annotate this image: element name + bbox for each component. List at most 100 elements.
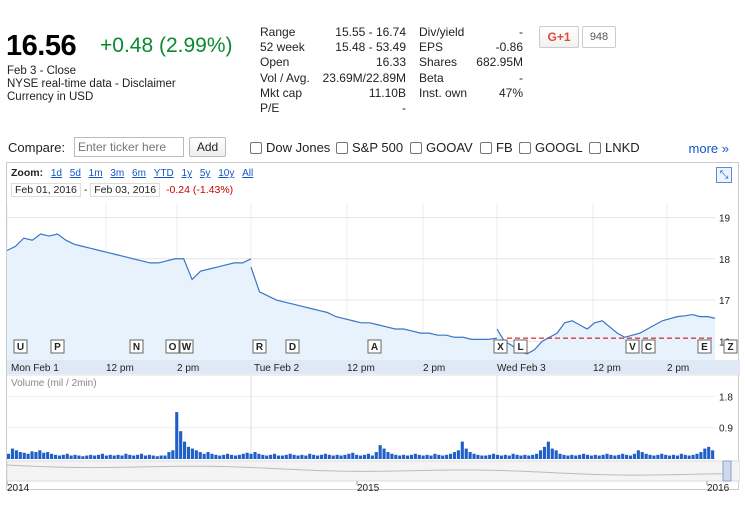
event-marker [129, 339, 144, 354]
volume-bar [128, 454, 132, 459]
volume-bar [42, 452, 46, 459]
compare-checkbox-dow-jones[interactable]: Dow Jones [250, 140, 330, 155]
volume-bar [660, 453, 664, 459]
volume-bar [605, 453, 609, 459]
event-marker-label: D [289, 342, 296, 353]
more-tickers-link[interactable]: more » [688, 141, 729, 156]
volume-bar [640, 452, 644, 459]
volume-bar [546, 441, 550, 459]
date-range: Feb 01, 2016 - Feb 03, 2016 -0.24 (-1.43… [11, 183, 233, 197]
volume-bar [57, 455, 61, 459]
zoom-ytd[interactable]: YTD [153, 168, 174, 179]
volume-bar [472, 453, 476, 459]
volume-bar [405, 455, 410, 459]
volume-bar [538, 450, 543, 459]
price-line [7, 233, 252, 281]
volume-bar [159, 455, 163, 459]
zoom-1y[interactable]: 1y [181, 168, 193, 179]
zoom-1d[interactable]: 1d [50, 168, 62, 179]
volume-bar [335, 454, 339, 459]
volume-bar [53, 454, 58, 459]
checkbox-icon[interactable] [480, 141, 492, 154]
event-marker [367, 339, 382, 354]
volume-bar [589, 455, 593, 459]
checkbox-icon[interactable] [589, 141, 601, 154]
zoom-all[interactable]: All [242, 168, 254, 179]
navigator-tick-label: 2016 [707, 483, 730, 491]
volume-bar [89, 454, 93, 459]
data-source[interactable]: NYSE real-time data - Disclaimer [7, 78, 176, 90]
volume-bar [136, 454, 140, 459]
volume-bar [644, 453, 648, 459]
volume-bar [433, 453, 437, 459]
volume-bar [124, 453, 128, 459]
volume-bar [323, 453, 327, 459]
volume-bar [394, 454, 398, 459]
volume-bar [527, 455, 531, 459]
volume-bar [245, 452, 249, 459]
checkbox-icon[interactable] [519, 141, 531, 154]
stat-row: Range 15.55 - 16.74 [260, 25, 406, 39]
volume-bar [202, 453, 206, 459]
compare-checkbox-googl[interactable]: GOOGL [519, 140, 583, 155]
volume-bar [38, 450, 42, 459]
volume-bar [10, 448, 15, 459]
checkbox-icon[interactable] [250, 141, 262, 154]
stock-chart[interactable]: 16171819UPNOWRDAXLVCEZMon Feb 112 pm2 pm… [6, 162, 740, 491]
volume-bar [488, 454, 492, 459]
volume-bar [515, 454, 519, 459]
volume-bar [574, 455, 578, 459]
zoom-1m[interactable]: 1m [88, 168, 103, 179]
google-plus-button[interactable]: G+1 [539, 26, 579, 48]
volume-bar [409, 454, 414, 459]
zoom-6m[interactable]: 6m [132, 168, 146, 179]
navigator-handle [722, 460, 732, 482]
volume-bar [382, 448, 386, 459]
compare-checkbox-sp500[interactable]: S&P 500 [336, 140, 403, 155]
navigator-line [7, 464, 728, 476]
compare-checkbox-fb[interactable]: FB [480, 140, 513, 155]
volume-bar [198, 452, 202, 459]
stat-row: Inst. own 47% [419, 85, 523, 100]
event-marker [513, 339, 528, 354]
volume-bar [261, 454, 265, 459]
volume-bar [183, 441, 187, 459]
volume-bar [476, 454, 480, 459]
volume-bar [441, 455, 445, 459]
volume-bar [648, 454, 652, 459]
range-end-date[interactable]: Feb 03, 2016 [90, 183, 161, 197]
navigator-tick-label: 2014 [7, 483, 30, 491]
volume-bar [175, 412, 179, 459]
volume-bar [73, 454, 77, 459]
event-marker-label: W [182, 342, 192, 353]
volume-bar [327, 454, 331, 459]
expand-chart-icon[interactable]: ⤡ [716, 167, 732, 183]
volume-bar [116, 454, 120, 459]
volume-bar [617, 454, 621, 459]
ticker-input[interactable] [74, 137, 184, 157]
volume-bar [585, 454, 590, 459]
volume-bar [14, 450, 18, 459]
volume-bar [578, 454, 582, 459]
close-date: Feb 3 - Close [7, 65, 77, 77]
zoom-3m[interactable]: 3m [110, 168, 125, 179]
checkbox-icon[interactable] [336, 141, 348, 154]
event-marker-label: A [371, 342, 378, 353]
volume-bar [570, 454, 574, 459]
add-ticker-button[interactable]: Add [189, 137, 226, 157]
x-tick-label: 2 pm [667, 363, 689, 374]
volume-bar [304, 455, 308, 459]
volume-bar [632, 453, 636, 459]
volume-bar [179, 431, 183, 459]
range-start-date[interactable]: Feb 01, 2016 [11, 183, 81, 197]
zoom-10y[interactable]: 10y [218, 168, 235, 179]
chart-canvas[interactable]: 16171819UPNOWRDAXLVCEZMon Feb 112 pm2 pm… [7, 163, 740, 491]
x-tick-label: Mon Feb 1 [11, 363, 59, 374]
zoom-5y[interactable]: 5y [199, 168, 211, 179]
checkbox-icon[interactable] [410, 141, 422, 154]
zoom-5d[interactable]: 5d [69, 168, 81, 179]
volume-bar [351, 452, 355, 459]
stat-row: Beta - [419, 70, 523, 85]
compare-checkbox-lnkd[interactable]: LNKD [589, 140, 640, 155]
compare-checkbox-gooav[interactable]: GOOAV [410, 140, 473, 155]
